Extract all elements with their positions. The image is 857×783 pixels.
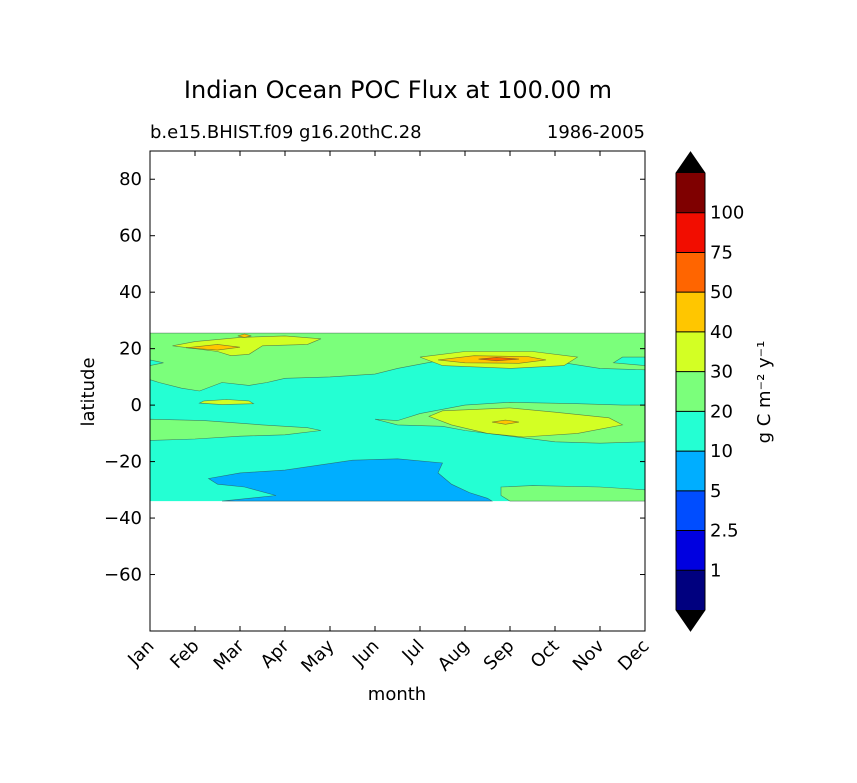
chart-title: Indian Ocean POC Flux at 100.00 m	[184, 76, 612, 104]
chart-subtitle-right: 1986-2005	[547, 122, 645, 143]
colorbar: 1 2.5 5 10 20 30 40 50 75 100	[675, 151, 744, 632]
x-tick-label: Jan	[123, 636, 158, 671]
colorbar-swatch	[676, 490, 705, 531]
x-tick-label: Jul	[398, 636, 429, 667]
y-axis: 80 60 40 20 0 −20 −40 −60	[104, 169, 645, 586]
colorbar-swatch	[676, 173, 705, 213]
x-tick-label: Aug	[434, 636, 474, 676]
y-tick-label: 80	[119, 169, 142, 190]
colorbar-extend-under	[676, 610, 705, 631]
y-tick-label: 40	[119, 282, 142, 303]
x-tick-label: Mar	[210, 635, 249, 674]
colorbar-extend-over	[676, 152, 705, 173]
colorbar-tick-label: 75	[710, 242, 733, 263]
contour-band-20-30	[150, 418, 322, 441]
x-axis-label: month	[368, 684, 426, 705]
colorbar-tick-label: 40	[710, 322, 733, 343]
colorbar-outline	[675, 151, 706, 632]
colorbar-swatch	[676, 212, 705, 253]
colorbar-swatch	[676, 451, 705, 491]
x-tick-label: Jun	[348, 636, 383, 671]
contour-band-30-40	[428, 407, 624, 438]
y-tick-label: 20	[119, 339, 142, 360]
colorbar-tick-label: 2.5	[710, 521, 739, 542]
colorbar-swatch	[676, 530, 705, 571]
colorbar-tick-label: 20	[710, 401, 733, 422]
y-tick-label: −40	[104, 508, 142, 529]
colorbar-swatch	[676, 570, 705, 610]
colorbar-tick-label: 5	[710, 481, 721, 502]
colorbar-swatch	[676, 371, 705, 412]
colorbar-tick-label: 10	[710, 441, 733, 462]
colorbar-tick-label: 1	[710, 560, 721, 581]
contour-band-40-50	[491, 419, 520, 425]
colorbar-label: g C m⁻² y⁻¹	[754, 341, 775, 444]
contour-band-5-10	[207, 458, 494, 502]
colorbar-swatch	[676, 292, 705, 332]
y-tick-label: −20	[104, 452, 142, 473]
x-tick-label: Nov	[569, 635, 609, 675]
x-tick-label: Dec	[614, 636, 653, 675]
x-tick-label: Feb	[166, 636, 203, 673]
plot-area	[150, 151, 645, 631]
y-axis-label: latitude	[78, 357, 99, 426]
y-tick-label: 0	[131, 395, 142, 416]
colorbar-tick-label: 30	[710, 362, 733, 383]
colorbar-swatch	[676, 331, 705, 372]
x-tick-label: Sep	[480, 636, 519, 675]
y-tick-label: 60	[119, 226, 142, 247]
contour-band-30-40	[198, 399, 255, 405]
colorbar-tick-label: 100	[710, 203, 744, 224]
colorbar-swatch	[676, 252, 705, 293]
contour-band-40-50	[237, 333, 252, 338]
chart-subtitle-left: b.e15.BHIST.f09 g16.20thC.28	[150, 122, 422, 143]
contour-band-20-30	[150, 332, 645, 392]
colorbar-swatch	[676, 411, 705, 452]
contour-band-30-40	[172, 335, 322, 357]
plot-frame	[149, 150, 646, 632]
contour-band-40-50	[185, 344, 241, 351]
contour-band-50-75	[478, 357, 520, 362]
colorbar-tick-label: 50	[710, 282, 733, 303]
y-tick-label: −60	[104, 565, 142, 586]
x-tick-label: May	[297, 635, 338, 676]
x-tick-label: Apr	[257, 635, 294, 672]
x-tick-label: Oct	[527, 636, 564, 673]
contour-fill	[150, 332, 645, 502]
contour-band-20-30	[500, 485, 645, 502]
